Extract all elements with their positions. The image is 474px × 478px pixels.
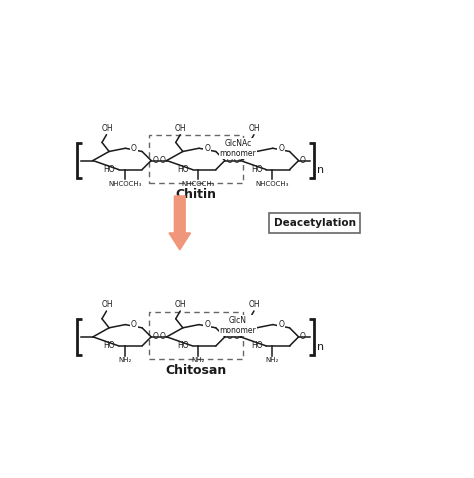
Bar [149,312,243,359]
Text: O: O [159,156,165,165]
Text: O: O [300,332,306,341]
Text: NHCOCH₃: NHCOCH₃ [108,181,141,186]
Text: GlcNAc
monomer: GlcNAc monomer [219,139,256,158]
Text: OH: OH [249,300,260,309]
Text: NH₂: NH₂ [118,357,131,363]
Text: O: O [153,156,158,165]
Text: n: n [317,342,324,352]
Text: NH₂: NH₂ [191,357,205,363]
Text: HO: HO [177,165,189,174]
Text: NHCOCH₃: NHCOCH₃ [255,181,289,186]
Text: O: O [278,320,284,329]
Text: O: O [159,332,165,341]
Text: HO: HO [251,341,263,350]
Text: n: n [317,165,324,175]
FancyBboxPatch shape [269,213,360,233]
Text: Deacetylation: Deacetylation [273,218,356,228]
Text: OH: OH [175,300,187,309]
Text: HO: HO [103,341,115,350]
Text: Chitin: Chitin [175,188,216,201]
Text: O: O [153,332,158,341]
Text: NH₂: NH₂ [265,357,279,363]
Text: OH: OH [249,124,260,133]
Text: HO: HO [251,165,263,174]
Text: GlcN
monomer: GlcN monomer [219,316,256,335]
Text: O: O [226,332,232,341]
Text: OH: OH [101,300,113,309]
Text: O: O [233,156,239,165]
FancyArrow shape [169,196,191,250]
Text: O: O [204,144,210,153]
Text: O: O [131,144,137,153]
Text: HO: HO [177,341,189,350]
Text: NHCOCH₃: NHCOCH₃ [182,181,215,186]
Text: Chitosan: Chitosan [165,364,227,377]
Bar [149,135,243,183]
Text: OH: OH [101,124,113,133]
Text: O: O [300,156,306,165]
Text: OH: OH [175,124,187,133]
Text: O: O [131,320,137,329]
Text: O: O [226,156,232,165]
Text: O: O [278,144,284,153]
Text: HO: HO [103,165,115,174]
Text: O: O [233,332,239,341]
Text: O: O [204,320,210,329]
